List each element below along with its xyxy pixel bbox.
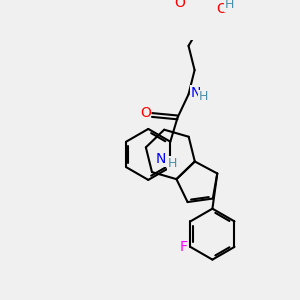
Text: N: N <box>155 152 166 166</box>
Text: F: F <box>179 240 188 254</box>
Text: H: H <box>199 91 208 103</box>
Text: H: H <box>225 0 235 11</box>
Text: O: O <box>217 2 227 16</box>
Text: N: N <box>190 85 201 100</box>
Text: O: O <box>140 106 151 120</box>
Text: O: O <box>175 0 185 10</box>
Text: H: H <box>168 157 177 170</box>
